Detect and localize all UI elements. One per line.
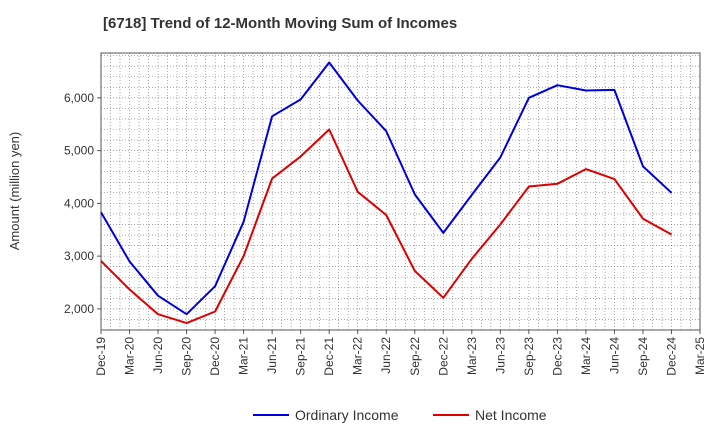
y-tick-label: 6,000 bbox=[64, 91, 94, 105]
legend-label: Ordinary Income bbox=[295, 407, 399, 423]
x-tick-label: Mar-21 bbox=[237, 337, 251, 375]
grid bbox=[101, 53, 700, 330]
x-tick-label: Sep-23 bbox=[522, 337, 536, 376]
x-tick-label: Mar-25 bbox=[693, 337, 707, 375]
x-tick-label: Dec-23 bbox=[550, 337, 564, 376]
x-axis-ticks: Dec-19 Mar-20 Jun-20 Sep-20 Dec-20 Mar-21 Jun-… bbox=[94, 330, 707, 376]
series-line-net-income bbox=[100, 128, 672, 325]
legend: Ordinary Income Net Income bbox=[253, 407, 547, 423]
y-axis-ticks: 2,000 3,000 4,000 5,000 6,000 bbox=[64, 91, 101, 316]
x-tick-label: Sep-24 bbox=[636, 337, 650, 376]
x-tick-label: Mar-24 bbox=[579, 337, 593, 375]
x-tick-label: Dec-19 bbox=[94, 337, 108, 376]
x-tick-label: Sep-22 bbox=[408, 337, 422, 376]
x-tick-label: Jun-24 bbox=[607, 337, 621, 374]
series-lines bbox=[100, 61, 673, 325]
x-tick-label: Dec-21 bbox=[322, 337, 336, 376]
series-line-ordinary-income bbox=[100, 61, 673, 316]
x-tick-label: Mar-22 bbox=[351, 337, 365, 375]
y-tick-label: 4,000 bbox=[64, 196, 94, 210]
chart-title: [6718] Trend of 12-Month Moving Sum of I… bbox=[103, 15, 458, 32]
plot-area-border bbox=[100, 52, 701, 331]
x-tick-label: Sep-21 bbox=[294, 337, 308, 376]
x-tick-label: Dec-22 bbox=[436, 337, 450, 376]
legend-label: Net Income bbox=[475, 407, 547, 423]
y-tick-label: 2,000 bbox=[64, 302, 94, 316]
x-tick-label: Mar-20 bbox=[123, 337, 137, 375]
x-tick-label: Jun-20 bbox=[151, 337, 165, 374]
y-tick-label: 5,000 bbox=[64, 144, 94, 158]
x-tick-label: Sep-20 bbox=[180, 337, 194, 376]
x-tick-label: Jun-22 bbox=[379, 337, 393, 374]
x-tick-label: Mar-23 bbox=[465, 337, 479, 375]
y-tick-label: 3,000 bbox=[64, 249, 94, 263]
x-tick-label: Dec-24 bbox=[664, 337, 678, 376]
y-axis-label: Amount (million yen) bbox=[7, 132, 22, 251]
x-tick-label: Jun-21 bbox=[265, 337, 279, 374]
x-tick-label: Dec-20 bbox=[208, 337, 222, 376]
x-tick-label: Jun-23 bbox=[493, 337, 507, 374]
